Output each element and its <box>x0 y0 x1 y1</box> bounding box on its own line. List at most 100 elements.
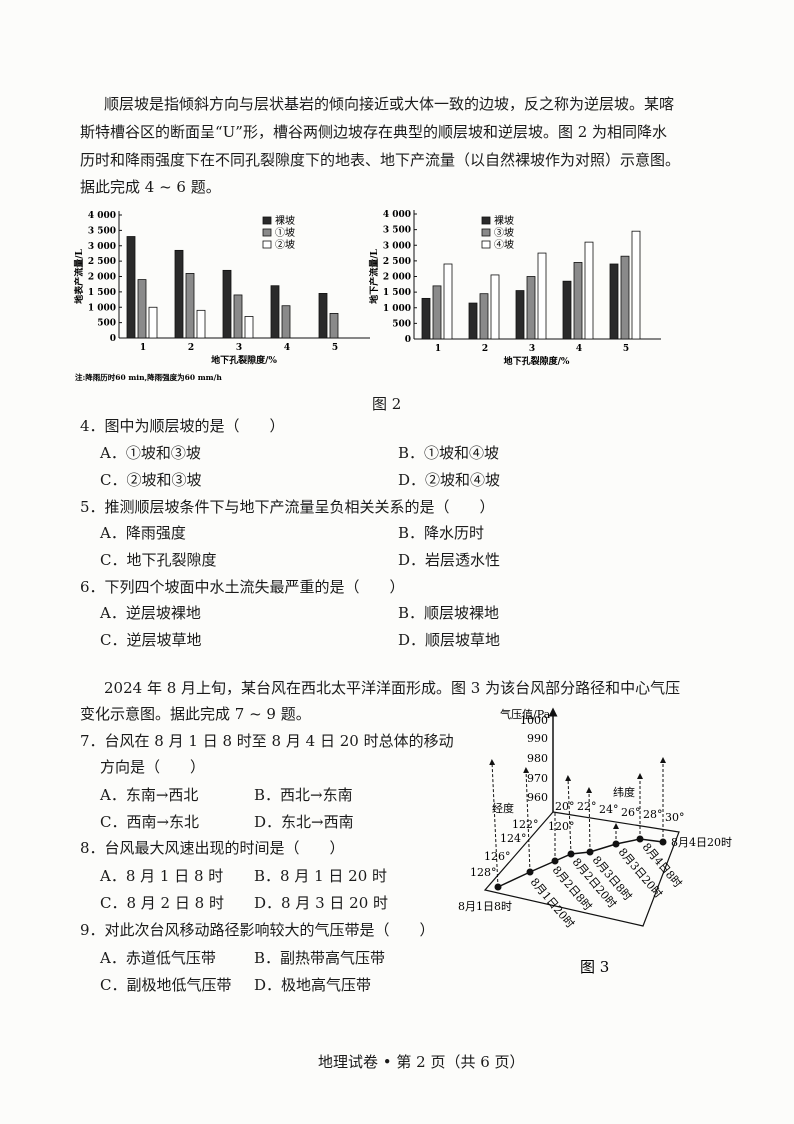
intro2-line: 变化示意图。据此完成 7 ~ 9 题。 <box>80 705 311 723</box>
lat-tick: 20° <box>555 800 575 813</box>
bar <box>329 313 339 339</box>
bar <box>244 316 254 339</box>
bar <box>270 285 280 339</box>
q8-option-c: C．8 月 2 日 8 时 <box>100 894 224 912</box>
x-tick-label: 2 <box>482 344 488 354</box>
bar <box>562 280 572 340</box>
legend-label: ④坡 <box>494 238 514 251</box>
bar <box>421 297 431 340</box>
x-tick-label: 1 <box>435 344 441 354</box>
lon-tick: 124° <box>500 832 527 845</box>
bar <box>479 293 489 340</box>
bar <box>526 276 536 340</box>
y-tick-label: 3 500 <box>383 226 411 236</box>
bar <box>233 294 243 339</box>
q8-option-a: A．8 月 1 日 8 时 <box>100 867 224 885</box>
y-tick-label: 2 500 <box>383 257 411 267</box>
question-7-cont: 方向是（ ） <box>100 758 206 776</box>
bar <box>609 263 619 340</box>
pressure-tick: 970 <box>527 772 548 785</box>
lat-tick: 28° <box>643 808 663 821</box>
longitude-label: 经度 <box>492 801 514 815</box>
bar <box>584 241 594 340</box>
q5-option-d: D．岩层透水性 <box>398 551 501 569</box>
surface-runoff-chart: 0 500 1 000 1 500 2 000 2 500 3 000 3 500 4 000 1… <box>73 211 370 382</box>
intro-line: 斯特槽谷区的断面呈“U”形，槽谷两侧边坡存在典型的顺层坡和逆层坡。图 2 为相同… <box>80 123 668 141</box>
q5-option-c: C．地下孔裂隙度 <box>100 551 217 569</box>
plane-outline <box>483 811 680 927</box>
y-tick-label: 1 500 <box>88 288 116 298</box>
pressure-tick: 1000 <box>520 714 548 727</box>
intro-line: 据此完成 4 ~ 6 题。 <box>80 178 221 196</box>
q4-option-b: B．①坡和④坡 <box>398 444 500 462</box>
subsurface-runoff-chart: 0 500 1 000 1 500 2 000 2 500 3 000 3 500 4 000 1… <box>368 210 661 367</box>
x-tick-label: 4 <box>284 343 290 353</box>
y-axis-label: 地下产流量/L <box>368 249 380 304</box>
bar <box>281 305 291 339</box>
x-tick-label: 2 <box>188 343 194 353</box>
bar <box>443 263 453 340</box>
bar <box>318 293 328 339</box>
legend-label: ②坡 <box>275 238 295 251</box>
y-tick-label: 2 000 <box>383 273 411 283</box>
x-axis-label: 地下孔裂隙度/% <box>211 354 277 366</box>
bar <box>185 273 195 339</box>
y-tick-label: 0 <box>405 335 411 345</box>
lat-tick: 24° <box>599 803 619 816</box>
q5-option-a: A．降雨强度 <box>100 524 186 542</box>
typhoon-track <box>497 838 664 888</box>
q6-option-b: B．顺层坡裸地 <box>398 604 500 622</box>
q6-option-d: D．顺层坡草地 <box>398 631 501 649</box>
q8-option-d: D．8 月 3 日 20 时 <box>254 894 389 912</box>
bar <box>126 236 136 339</box>
legend-swatch <box>481 228 491 237</box>
y-tick-label: 1 000 <box>88 303 116 313</box>
bar <box>573 262 583 340</box>
y-tick-label: 1 500 <box>383 288 411 298</box>
q9-option-a: A．赤道低气压带 <box>100 949 216 967</box>
time-label: 8月1日8时 <box>458 900 512 913</box>
y-tick-label: 2 500 <box>88 257 116 267</box>
q9-option-d: D．极地高气压带 <box>254 976 372 994</box>
y-tick-label: 3 500 <box>88 226 116 236</box>
y-axis-label: 地表产流量/L <box>73 249 85 304</box>
y-tick-label: 2 000 <box>88 273 116 283</box>
lat-tick: 26° <box>621 806 641 819</box>
y-tick-label: 3 000 <box>383 241 411 251</box>
bar <box>468 302 478 340</box>
y-tick-label: 500 <box>392 319 411 329</box>
q7-option-c: C．西南→东北 <box>100 813 200 831</box>
lon-tick: 128° <box>470 866 497 879</box>
bar <box>432 285 442 340</box>
q6-option-c: C．逆层坡草地 <box>100 631 202 649</box>
bar <box>620 255 630 340</box>
q7-option-a: A．东南→西北 <box>100 786 199 804</box>
bar <box>137 279 147 339</box>
q8-option-b: B．8 月 1 日 20 时 <box>254 867 388 885</box>
legend-swatch <box>481 240 491 249</box>
legend-label: ③坡 <box>494 226 514 239</box>
pressure-tick: 960 <box>527 791 548 804</box>
legend-label: 裸坡 <box>275 214 295 227</box>
x-tick-label: 3 <box>236 343 242 353</box>
legend-label: 裸坡 <box>494 214 514 227</box>
bar <box>174 249 184 339</box>
question-8: 8．台风最大风速出现的时间是（ ） <box>80 839 345 857</box>
question-5: 5．推测顺层坡条件下与地下产流量呈负相关关系的是（ ） <box>80 498 495 516</box>
time-label: 8月4日20时 <box>671 836 732 849</box>
latitude-label: 纬度 <box>613 785 635 799</box>
q5-option-b: B．降水历时 <box>398 524 485 542</box>
q4-option-a: A．①坡和③坡 <box>100 444 201 462</box>
chart-note: 注:降雨历时60 min,降雨强度为60 mm/h <box>75 372 222 382</box>
intro-line: 历时和降雨强度下在不同孔裂隙度下的地表、地下产流量（以自然裸坡作为对照）示意图。 <box>80 151 681 169</box>
y-tick-label: 1 000 <box>383 304 411 314</box>
lon-tick: 126° <box>484 850 511 863</box>
q7-option-b: B．西北→东南 <box>254 786 353 804</box>
y-tick-label: 4 000 <box>383 210 411 220</box>
bar <box>490 274 500 340</box>
x-tick-label: 4 <box>576 344 582 354</box>
bar <box>631 230 641 340</box>
question-4: 4．图中为顺层坡的是（ ） <box>80 417 285 435</box>
bar <box>537 252 547 340</box>
